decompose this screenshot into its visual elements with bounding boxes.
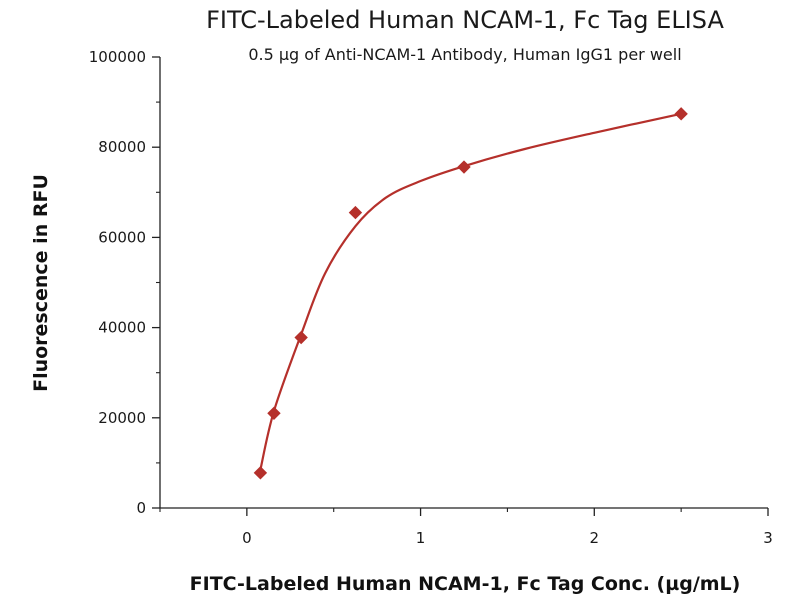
chart-subtitle: 0.5 µg of Anti-NCAM-1 Antibody, Human Ig… bbox=[248, 45, 681, 64]
data-points-layer bbox=[253, 107, 688, 480]
x-axis-title: FITC-Labeled Human NCAM-1, Fc Tag Conc. … bbox=[190, 573, 741, 595]
data-point-diamond bbox=[253, 466, 268, 480]
data-point-diamond bbox=[457, 160, 471, 174]
y-tick-label: 40000 bbox=[98, 319, 146, 337]
y-tick-label: 20000 bbox=[98, 409, 146, 427]
y-tick-label: 100000 bbox=[89, 48, 146, 66]
x-tick-label: 0 bbox=[242, 529, 252, 547]
x-axis-ticks: 0 1 2 3 bbox=[159, 508, 773, 547]
y-tick-label: 80000 bbox=[98, 138, 146, 156]
y-axis-title: Fluorescence in RFU bbox=[30, 174, 52, 392]
chart-title: FITC-Labeled Human NCAM-1, Fc Tag ELISA bbox=[206, 6, 724, 34]
data-point-diamond bbox=[267, 406, 281, 420]
data-point-diamond bbox=[294, 330, 308, 345]
y-axis-ticks: 0 20000 40000 60000 80000 100000 bbox=[89, 48, 160, 517]
fit-curve-layer bbox=[259, 112, 682, 470]
x-tick-label: 2 bbox=[590, 529, 600, 547]
x-tick-label: 3 bbox=[763, 529, 773, 547]
y-tick-label: 60000 bbox=[98, 228, 146, 246]
y-tick-label: 0 bbox=[136, 499, 146, 517]
data-point-diamond bbox=[348, 205, 363, 220]
x-tick-label: 1 bbox=[416, 529, 426, 547]
data-point-diamond bbox=[674, 107, 688, 121]
fit-curve-line bbox=[259, 112, 682, 470]
